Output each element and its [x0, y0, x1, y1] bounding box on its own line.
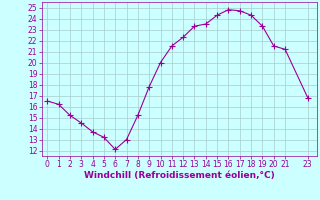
X-axis label: Windchill (Refroidissement éolien,°C): Windchill (Refroidissement éolien,°C)	[84, 171, 275, 180]
